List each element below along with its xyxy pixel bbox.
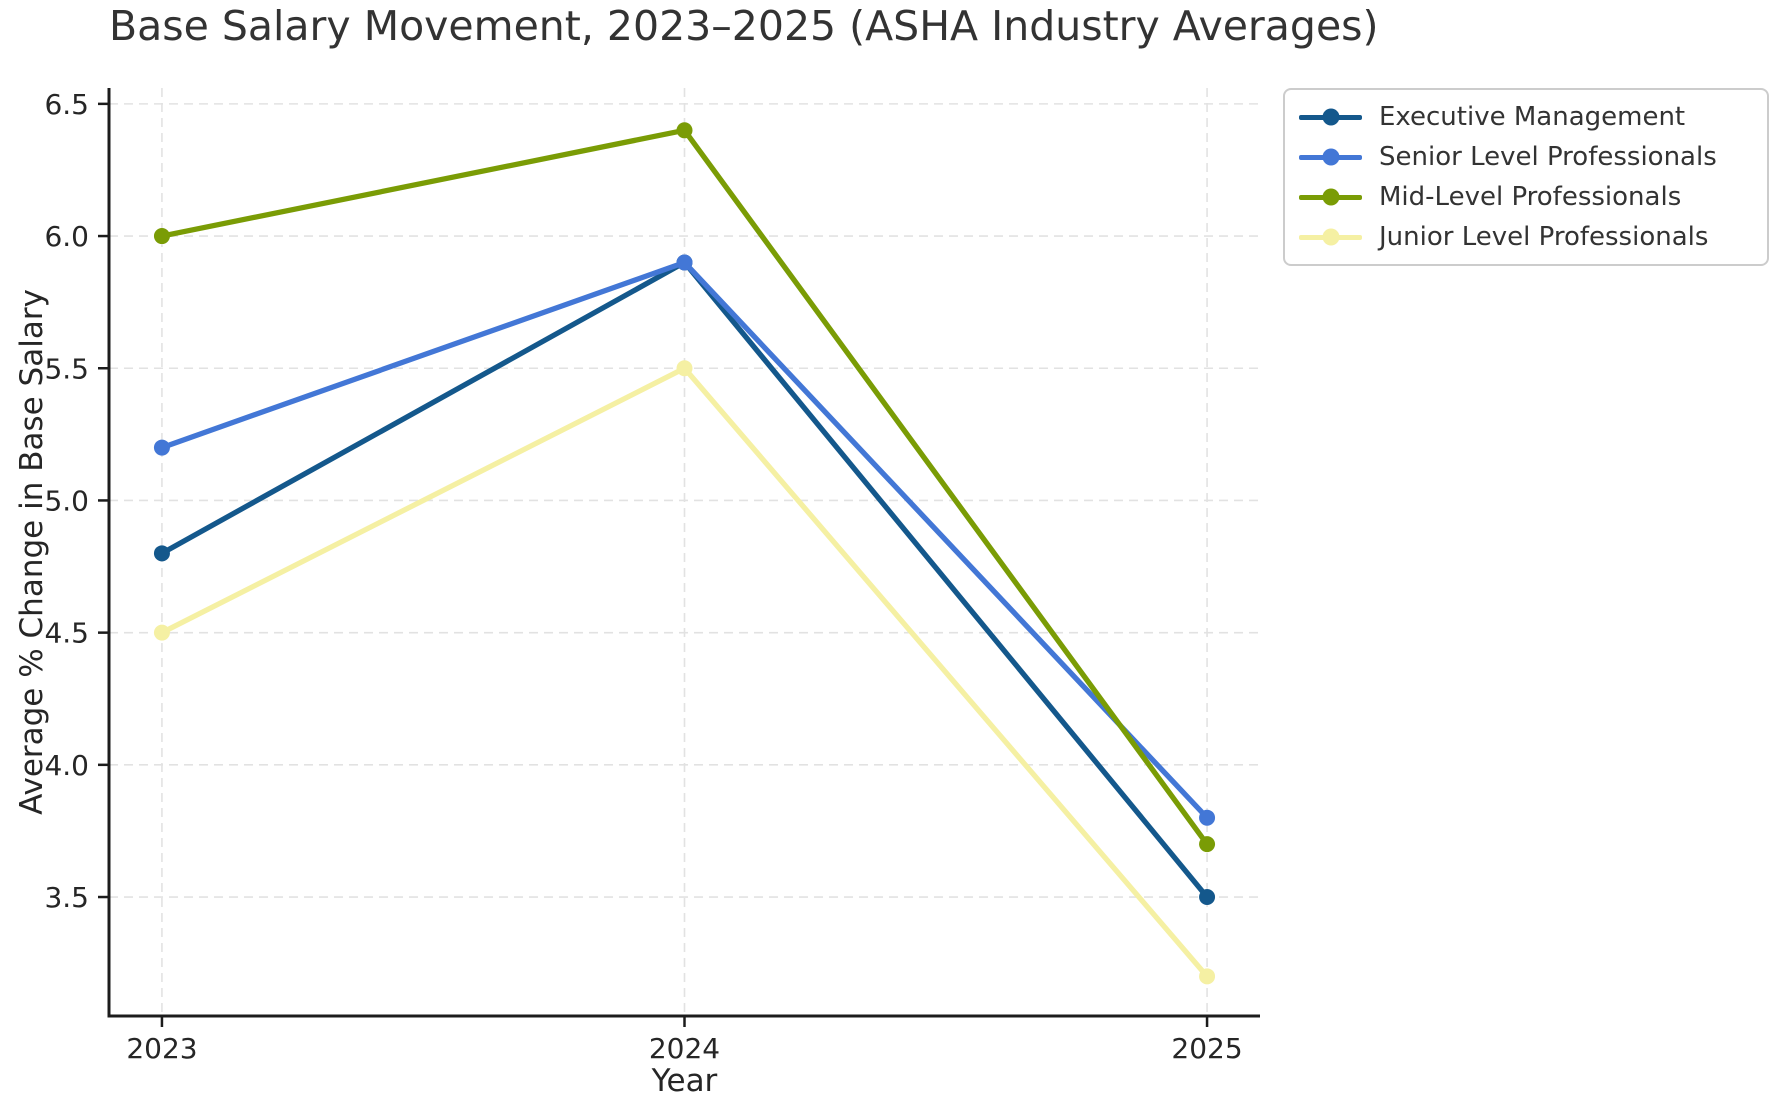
y-tick-label: 5.0 (44, 484, 89, 517)
legend-line-marker-icon (1299, 187, 1362, 207)
legend-line-marker-icon (1299, 147, 1362, 167)
legend-label: Executive Management (1379, 102, 1686, 132)
x-axis-label: Year (651, 1063, 718, 1099)
legend-item-executive-management: Executive Management (1285, 98, 1767, 136)
y-tick-label: 5.5 (44, 352, 89, 385)
data-point-marker (1199, 809, 1216, 826)
y-tick-label: 4.5 (44, 617, 89, 650)
legend-label: Junior Level Professionals (1379, 222, 1709, 252)
data-point-marker (1199, 836, 1216, 853)
legend-item-mid-level: Mid-Level Professionals (1285, 178, 1767, 216)
legend-label: Mid-Level Professionals (1379, 182, 1682, 212)
legend-line-marker-icon (1299, 227, 1362, 247)
legend-item-junior-level: Junior Level Professionals (1285, 218, 1767, 256)
data-point-marker (1199, 889, 1216, 906)
data-point-marker (676, 122, 693, 139)
data-point-marker (153, 228, 170, 245)
data-point-marker (1199, 968, 1216, 985)
x-tick-label: 2023 (126, 1032, 197, 1065)
legend-line-marker-icon (1299, 107, 1362, 127)
y-tick-label: 6.0 (44, 220, 89, 253)
y-tick-label: 4.0 (44, 749, 89, 782)
data-point-marker (153, 439, 170, 456)
data-point-marker (153, 624, 170, 641)
legend-item-senior-level: Senior Level Professionals (1285, 138, 1767, 176)
x-tick-label: 2025 (1171, 1032, 1242, 1065)
y-tick-label: 6.5 (44, 88, 89, 121)
data-point-marker (676, 254, 693, 271)
legend-box: Executive Management Senior Level Profes… (1283, 88, 1769, 266)
data-point-marker (676, 360, 693, 377)
legend-label: Senior Level Professionals (1379, 142, 1717, 172)
y-axis-label: Average % Change in Base Salary (14, 289, 50, 815)
chart-title: Base Salary Movement, 2023–2025 (ASHA In… (109, 2, 1379, 50)
y-tick-label: 3.5 (44, 881, 89, 914)
x-tick-label: 2024 (649, 1032, 720, 1065)
data-point-marker (153, 545, 170, 562)
